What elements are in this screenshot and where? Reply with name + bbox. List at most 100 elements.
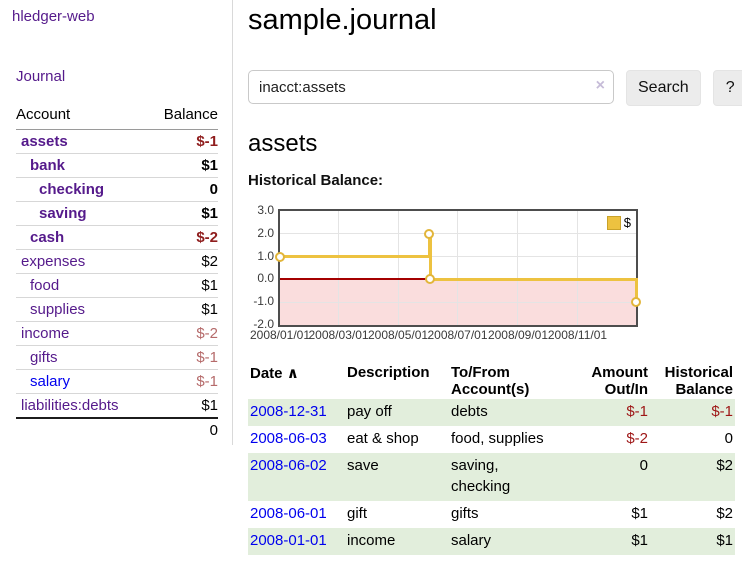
account-link[interactable]: expenses	[21, 253, 86, 270]
data-point-marker	[424, 228, 435, 239]
accounts-table: Account Balance assets $-1 bank $1 check…	[16, 106, 218, 442]
transaction-accounts: gifts	[449, 501, 567, 528]
transaction-date-link[interactable]: 2008-12-31	[250, 403, 327, 420]
y-axis-tick-label: -2.0	[253, 317, 274, 331]
account-balance: $-1	[148, 345, 218, 370]
sidebar-item-journal[interactable]: Journal	[16, 68, 66, 85]
account-link[interactable]: assets	[21, 133, 68, 150]
y-axis-tick-label: 0.0	[257, 271, 274, 286]
y-axis-tick-label: 3.0	[257, 203, 274, 217]
account-balance: $2	[148, 249, 218, 274]
transaction-accounts-text: food, supplies	[451, 429, 544, 447]
main-content: sample.journal × Search ? assets Histori…	[248, 0, 742, 555]
transaction-amount: 0	[639, 456, 648, 474]
search-button[interactable]: Search	[626, 70, 701, 106]
historical-balance-chart: $ 3.0 2.0 1.0 0.0 -1.0 -2.0 2008/01/01 2008/03/…	[248, 201, 735, 347]
transaction-balance: 0	[724, 429, 733, 447]
transaction-date-link[interactable]: 2008-06-03	[250, 429, 327, 447]
account-link[interactable]: income	[21, 325, 70, 342]
account-balance: $1	[148, 153, 218, 178]
account-link[interactable]: food	[30, 277, 60, 294]
account-row: expenses $2	[16, 249, 218, 274]
transaction-row: 2008-06-01 gift gifts $1 $2	[248, 501, 735, 528]
transaction-accounts-text: saving, checking	[451, 456, 511, 496]
chart-gridline	[280, 233, 636, 235]
account-row: supplies $1	[16, 297, 218, 322]
account-page-title: assets	[248, 130, 318, 157]
x-axis-tick-label: 2008/01/01	[249, 328, 311, 342]
chart-gridline	[338, 211, 340, 325]
transaction-description: income	[347, 531, 396, 549]
search-bar: × Search ?	[248, 70, 742, 106]
account-row: salary $-1	[16, 369, 218, 394]
column-header-amount: Amount Out/In	[591, 364, 648, 398]
chart-gridline	[576, 211, 578, 325]
transaction-amount: $1	[631, 531, 648, 549]
account-row: bank $1	[16, 153, 218, 178]
line-segment	[280, 255, 430, 259]
transaction-row: 2008-01-01 income salary $1 $1	[248, 527, 735, 555]
legend-label: $	[623, 215, 631, 230]
account-balance: $1	[148, 297, 218, 322]
account-link[interactable]: liabilities:debts	[21, 397, 119, 414]
transaction-date-link[interactable]: 2008-06-02	[250, 456, 327, 474]
account-row: gifts $-1	[16, 345, 218, 370]
transaction-balance: $2	[716, 456, 733, 474]
line-segment	[428, 232, 432, 281]
account-balance: 0	[148, 177, 218, 202]
transaction-amount: $-1	[626, 403, 648, 420]
line-segment	[430, 277, 636, 281]
account-link[interactable]: gifts	[30, 349, 58, 366]
x-axis-tick-label: 2008/09/01	[487, 328, 548, 342]
transaction-accounts: salary	[449, 528, 567, 555]
chart-gridline	[280, 256, 636, 258]
search-input-wrap: ×	[248, 70, 614, 104]
help-button[interactable]: ?	[712, 70, 742, 106]
column-header-accounts: To/From Account(s)	[451, 364, 530, 398]
transaction-date-link[interactable]: 2008-06-01	[250, 505, 327, 522]
account-balance: $-1	[148, 129, 218, 154]
account-link[interactable]: checking	[39, 181, 105, 198]
account-row: cash $-2	[16, 225, 218, 250]
column-header-balance: Historical Balance	[664, 364, 733, 398]
account-link[interactable]: bank	[30, 157, 66, 174]
transactions-table: Date ∧ Description To/From Account(s) Am…	[248, 363, 735, 555]
account-balance: $1	[148, 273, 218, 298]
clear-search-icon[interactable]: ×	[595, 77, 605, 94]
line-segment	[634, 277, 638, 304]
x-axis-tick-label: 2008/03/01	[308, 328, 369, 342]
sidebar: hledger-web Journal Account Balance asse…	[0, 0, 233, 445]
transaction-accounts: debts	[449, 399, 567, 426]
search-input[interactable]	[248, 70, 614, 104]
column-header-date[interactable]: Date ∧	[250, 365, 299, 382]
account-row: checking 0	[16, 177, 218, 202]
account-row: saving $1	[16, 201, 218, 226]
page-title: sample.journal	[248, 4, 437, 36]
transaction-accounts-text: gifts	[451, 505, 479, 522]
account-link[interactable]: saving	[39, 205, 87, 222]
account-balance: $-2	[148, 321, 218, 346]
accounts-total-balance: 0	[148, 417, 218, 442]
account-balance: $-2	[148, 225, 218, 250]
account-link[interactable]: supplies	[30, 301, 86, 318]
transaction-date-link[interactable]: 2008-01-01	[250, 531, 327, 549]
data-point-marker	[275, 251, 285, 262]
account-link[interactable]: cash	[30, 229, 65, 246]
chart-gridline	[280, 301, 636, 303]
account-link[interactable]: salary	[30, 373, 71, 390]
y-axis-tick-label: 1.0	[257, 248, 274, 263]
transaction-balance: $-1	[711, 403, 733, 420]
column-header-description: Description	[347, 364, 430, 381]
chart-title: Historical Balance:	[248, 172, 384, 189]
data-point-marker	[425, 274, 436, 285]
account-balance: $-1	[148, 369, 218, 394]
accounts-total-spacer	[16, 417, 149, 442]
transaction-amount: $-2	[626, 429, 648, 447]
chart-gridline	[457, 211, 458, 325]
y-axis-tick-label: -1.0	[253, 294, 274, 309]
app-brand-link[interactable]: hledger-web	[12, 8, 95, 25]
transaction-row: 2008-12-31 pay off debts $-1 $-1	[248, 399, 735, 426]
transaction-description: eat & shop	[347, 429, 419, 447]
account-row: liabilities:debts $1	[16, 393, 218, 419]
transaction-accounts: food, supplies	[449, 426, 567, 453]
